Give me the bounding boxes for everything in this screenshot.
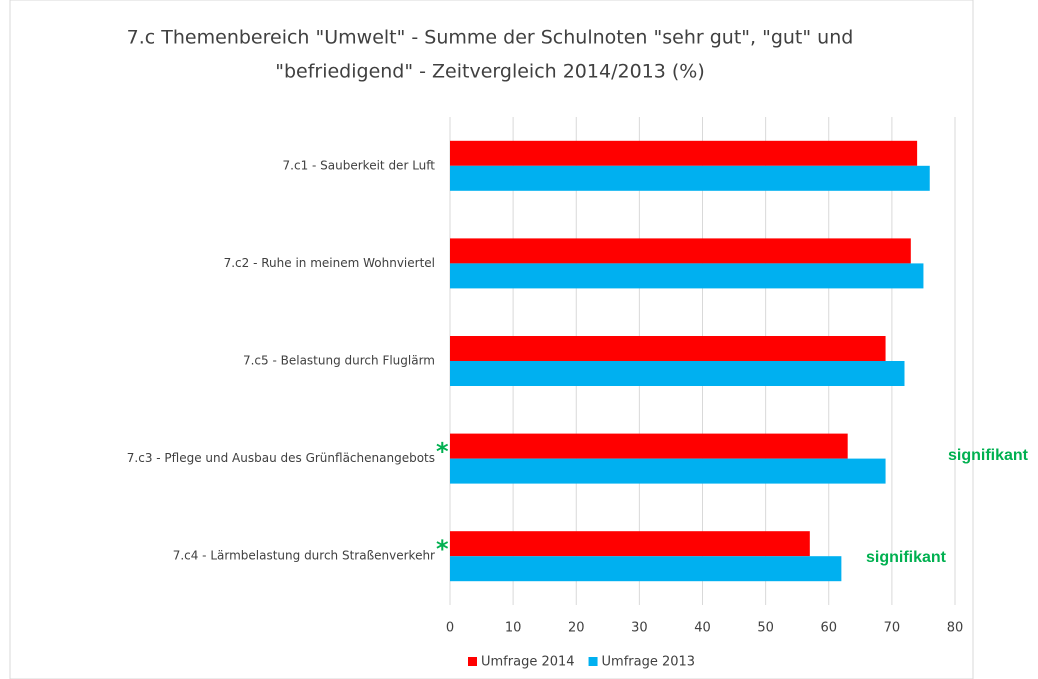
bar bbox=[450, 165, 930, 191]
bar bbox=[450, 336, 886, 361]
x-tick-label: 60 bbox=[820, 621, 837, 636]
y-tick-label: 7.c1 - Sauberkeit der Luft bbox=[283, 158, 436, 172]
x-tick-label: 10 bbox=[505, 621, 522, 636]
bar bbox=[450, 361, 905, 386]
x-tick-label: 30 bbox=[631, 621, 648, 636]
x-tick-label: 80 bbox=[947, 621, 964, 636]
significance-marker: * bbox=[436, 535, 449, 563]
y-tick-label: 7.c4 - Lärmbelastung durch Straßenverkeh… bbox=[173, 549, 435, 563]
x-tick-label: 40 bbox=[694, 621, 711, 636]
y-tick-label: 7.c2 - Ruhe in meinem Wohnviertel bbox=[224, 256, 435, 270]
bar bbox=[450, 458, 886, 484]
legend-swatch bbox=[588, 657, 598, 666]
x-tick-label: 0 bbox=[446, 621, 454, 636]
bar bbox=[450, 238, 911, 264]
annotation: signifikant bbox=[866, 549, 947, 566]
legend-label: Umfrage 2014 bbox=[481, 655, 575, 670]
bar bbox=[450, 531, 810, 557]
bar bbox=[450, 263, 924, 289]
x-tick-label: 70 bbox=[884, 621, 901, 636]
chart-title: "befriedigend" - Zeitvergleich 2014/2013… bbox=[275, 61, 705, 83]
y-tick-label: 7.c3 - Pflege und Ausbau des Grünflächen… bbox=[127, 451, 435, 465]
legend-swatch bbox=[468, 657, 477, 666]
significance-marker: * bbox=[436, 438, 449, 466]
x-tick-label: 50 bbox=[757, 621, 774, 636]
chart-title: 7.c Themenbereich "Umwelt" - Summe der S… bbox=[127, 27, 854, 49]
legend-label: Umfrage 2013 bbox=[602, 655, 696, 670]
x-tick-label: 20 bbox=[568, 621, 585, 636]
annotation: signifikant bbox=[948, 447, 1029, 464]
bar bbox=[450, 140, 918, 166]
bar bbox=[450, 433, 848, 459]
bar bbox=[450, 556, 842, 582]
y-tick-label: 7.c5 - Belastung durch Fluglärm bbox=[243, 354, 435, 368]
